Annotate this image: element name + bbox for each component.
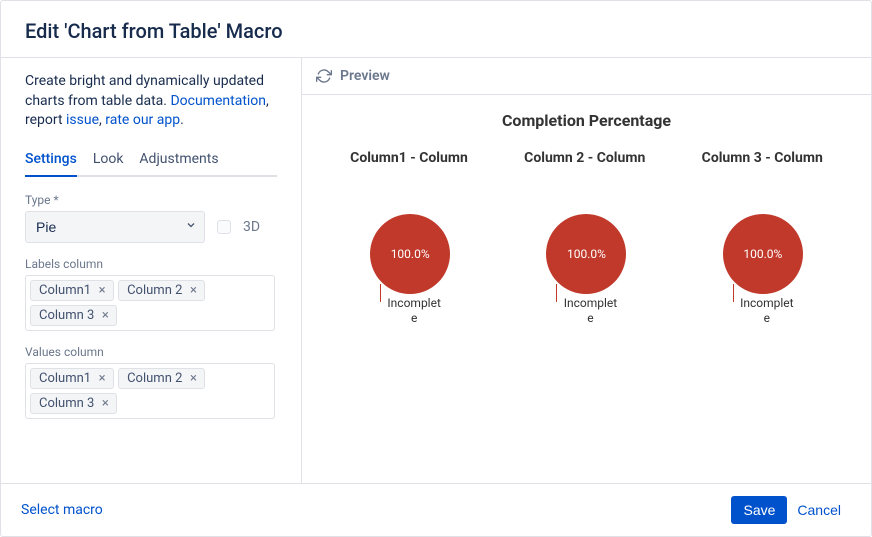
dialog-footer: Select macro Save Cancel [1, 483, 871, 536]
pie-leader-line [380, 284, 381, 302]
type-select[interactable]: Pie [25, 211, 205, 243]
pie-leader-line [556, 284, 557, 302]
close-icon[interactable]: × [186, 371, 200, 385]
footer-left: Select macro [21, 502, 731, 518]
tab-adjustments[interactable]: Adjustments [139, 145, 218, 177]
tag-label: Column1 [39, 283, 91, 298]
three-d-checkbox[interactable] [217, 220, 231, 234]
values-column-label: Values column [25, 345, 277, 359]
tag-item: Column1 × [30, 368, 114, 389]
preview-label: Preview [340, 68, 390, 84]
column-header: Column 2 - Column [524, 150, 645, 166]
tag-label: Column 2 [127, 371, 182, 386]
chart-title: Completion Percentage [322, 111, 851, 130]
tag-item: Column1 × [30, 280, 114, 301]
preview-body: Completion Percentage Column1 - Column C… [302, 95, 871, 483]
tag-item: Column 3 × [30, 305, 117, 326]
settings-tabs: Settings Look Adjustments [25, 145, 277, 177]
pie-value: 100.0% [743, 247, 782, 261]
three-d-label: 3D [243, 219, 260, 235]
cancel-button[interactable]: Cancel [787, 496, 851, 524]
pie-slice: 100.0% [370, 214, 450, 294]
preview-panel: Preview Completion Percentage Column1 - … [301, 58, 871, 483]
tag-item: Column 2 × [118, 368, 205, 389]
labels-column-field: Labels column Column1 × Column 2 × Column … [25, 257, 277, 331]
macro-description: Create bright and dynamically updated ch… [25, 72, 277, 131]
pie-slice: 100.0% [723, 214, 803, 294]
tag-item: Column 2 × [118, 280, 205, 301]
close-icon[interactable]: × [95, 283, 109, 297]
close-icon[interactable]: × [98, 308, 112, 322]
macro-dialog: Edit 'Chart from Table' Macro Create bri… [0, 0, 872, 537]
settings-panel: Create bright and dynamically updated ch… [1, 58, 301, 483]
column-header: Column 3 - Column [702, 150, 823, 166]
dialog-body: Create bright and dynamically updated ch… [1, 58, 871, 483]
tag-label: Column1 [39, 371, 91, 386]
pie-value: 100.0% [391, 247, 430, 261]
close-icon[interactable]: × [98, 396, 112, 410]
description-text-3: . [180, 112, 184, 128]
type-label: Type * [25, 193, 277, 207]
refresh-icon[interactable] [316, 68, 332, 84]
column-headers: Column1 - Column Column 2 - Column Colum… [322, 150, 851, 166]
select-macro-link[interactable]: Select macro [21, 502, 103, 518]
close-icon[interactable]: × [95, 371, 109, 385]
issue-link[interactable]: issue [66, 112, 99, 128]
tag-label: Column 2 [127, 283, 182, 298]
values-column-field: Values column Column1 × Column 2 × Column … [25, 345, 277, 419]
tag-label: Column 3 [39, 396, 94, 411]
type-select-wrap: Pie [25, 211, 205, 243]
tag-item: Column 3 × [30, 393, 117, 414]
type-field: Type * Pie 3D [25, 193, 277, 243]
dialog-title: Edit 'Chart from Table' Macro [25, 19, 847, 43]
pie-label: Incomplete [378, 296, 442, 326]
rate-link[interactable]: rate our app [105, 112, 180, 128]
dialog-header: Edit 'Chart from Table' Macro [1, 1, 871, 58]
pie-label: Incomplete [731, 296, 795, 326]
preview-header: Preview [302, 58, 871, 95]
labels-column-label: Labels column [25, 257, 277, 271]
pie-value: 100.0% [567, 247, 606, 261]
tab-settings[interactable]: Settings [25, 145, 77, 177]
pie-label: Incomplete [554, 296, 618, 326]
pie-chart: 100.0% Incomplete [723, 214, 803, 326]
pie-leader-line [733, 284, 734, 302]
values-column-input[interactable]: Column1× Column 2× Column 3× [25, 363, 275, 419]
pie-slice: 100.0% [546, 214, 626, 294]
save-button[interactable]: Save [731, 496, 787, 524]
pie-chart: 100.0% Incomplete [370, 214, 450, 326]
tab-look[interactable]: Look [93, 145, 124, 177]
column-header: Column1 - Column [350, 150, 468, 166]
close-icon[interactable]: × [186, 283, 200, 297]
documentation-link[interactable]: Documentation [170, 93, 266, 109]
tag-label: Column 3 [39, 308, 94, 323]
pie-chart: 100.0% Incomplete [546, 214, 626, 326]
pie-row: 100.0% Incomplete 100.0% Incomplete 100.… [322, 214, 851, 326]
labels-column-input[interactable]: Column1× Column 2× Column 3× [25, 275, 275, 331]
